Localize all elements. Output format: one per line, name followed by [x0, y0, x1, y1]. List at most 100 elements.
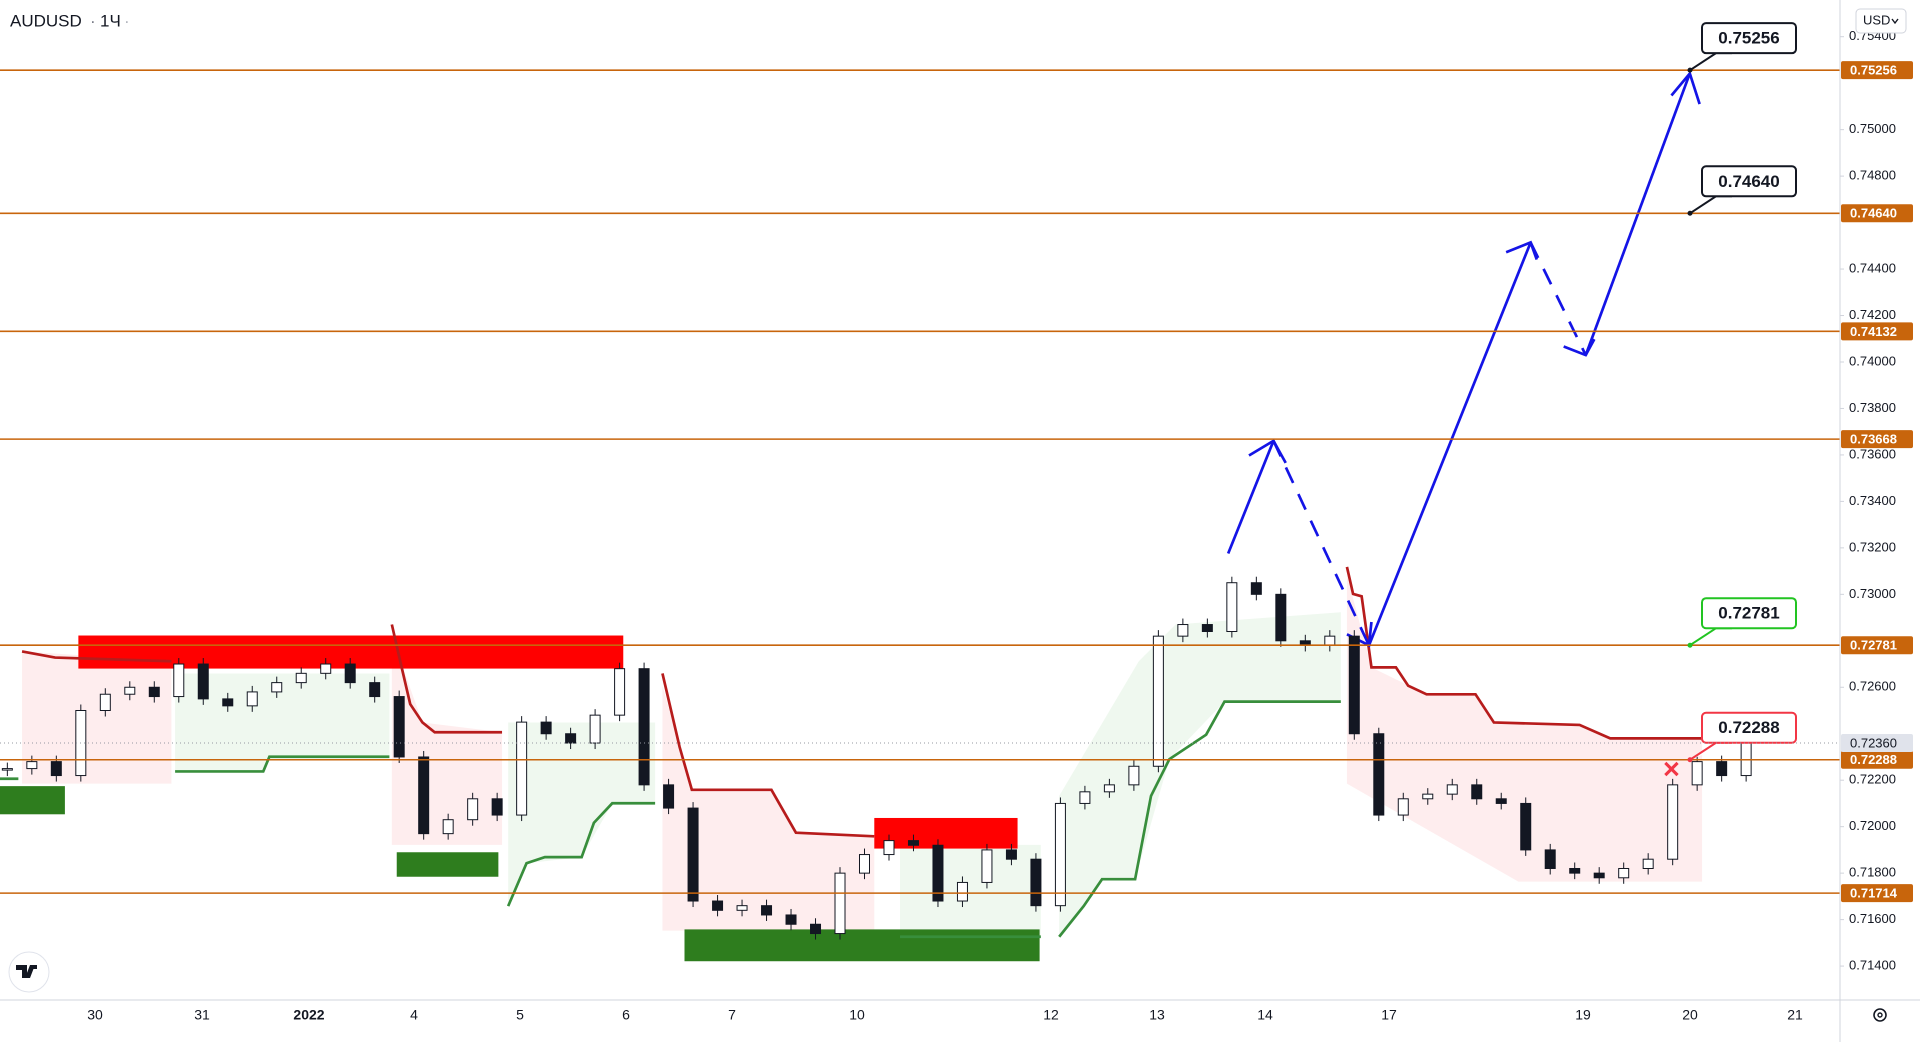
gear[interactable] [1873, 1008, 1887, 1022]
candle-body [565, 733, 577, 744]
settings[interactable] [1873, 1008, 1887, 1022]
candle [638, 662, 650, 791]
candle [1005, 843, 1017, 866]
candle-body [320, 663, 332, 674]
candle-body [907, 840, 919, 846]
candle [761, 899, 773, 921]
supply-zone [78, 635, 624, 669]
demand-zone [0, 786, 65, 815]
trailing-stop-down [21, 566, 1703, 838]
callout-box [1701, 165, 1797, 198]
candle [418, 750, 430, 840]
candle-body [1422, 793, 1434, 800]
candle-body [1103, 784, 1115, 793]
y-tick-label: 0.72600 [1849, 679, 1896, 694]
candle-body [1544, 849, 1556, 869]
x-tick-label: 10 [849, 1007, 865, 1023]
currency-menu[interactable]: USD [1855, 8, 1907, 34]
gear-hub[interactable] [1877, 1012, 1883, 1018]
candle-body [1, 768, 13, 771]
cross-stroke [1664, 761, 1679, 777]
candle [1520, 797, 1532, 856]
candle-body [442, 819, 454, 835]
candle-body [1569, 867, 1581, 874]
candle [540, 716, 552, 740]
candle [1593, 867, 1605, 884]
bull-shade [900, 844, 1041, 937]
stop-line [175, 755, 390, 773]
candle [148, 681, 160, 703]
candle [271, 676, 283, 698]
bull-shade [508, 722, 656, 907]
level-tag [1841, 636, 1913, 655]
candle [736, 899, 748, 917]
candle-body [785, 914, 797, 925]
plot: 0.75256 0.74640 0.72781 0.72288 [0, 22, 1840, 940]
arrow-head [1670, 70, 1701, 105]
candle-body [883, 840, 895, 856]
candle-body [540, 721, 552, 735]
current-price-tag [1841, 734, 1913, 753]
candle-body [1275, 593, 1287, 642]
candle-body [1030, 858, 1042, 907]
y-tick-label: 0.73200 [1849, 539, 1896, 554]
candle-body [687, 807, 699, 902]
candle [1103, 778, 1115, 798]
candle [295, 667, 307, 689]
candle [932, 839, 944, 908]
bull-shade [1059, 612, 1341, 937]
candle [467, 792, 479, 826]
candle-body [1397, 798, 1409, 816]
candle-body [1054, 802, 1066, 907]
symbol: AUDUSD [10, 11, 82, 30]
candle [565, 727, 577, 750]
candle-body [1495, 798, 1507, 804]
y-tick-label: 0.73800 [1849, 400, 1896, 415]
level-label: 0.72781 [1850, 638, 1897, 653]
logo-mark[interactable] [16, 965, 37, 978]
candle-body [1691, 761, 1703, 786]
candle-body [124, 686, 136, 695]
candle [516, 716, 528, 822]
candle [246, 685, 258, 712]
y-tick-label: 0.74400 [1849, 260, 1896, 275]
level-label: 0.72288 [1850, 752, 1897, 767]
currency[interactable]: USD [1863, 12, 1890, 27]
candle [1275, 588, 1287, 647]
candle-body [638, 668, 650, 786]
callout-label: 0.72781 [1718, 604, 1779, 623]
projection-leg [1272, 440, 1371, 646]
x-tick-label: 14 [1257, 1007, 1273, 1023]
x-tick-label: 21 [1787, 1007, 1803, 1023]
candle [173, 658, 185, 703]
candle-body [1667, 784, 1679, 860]
candle [1373, 727, 1385, 822]
candle-body [418, 756, 430, 835]
candle [1, 762, 13, 777]
demand-zone [684, 929, 1040, 962]
candle [810, 918, 822, 940]
candle [1422, 788, 1434, 805]
logo[interactable] [8, 951, 50, 993]
candle [883, 834, 895, 861]
y-tick-label: 0.71600 [1849, 911, 1896, 926]
x-tick-label: 5 [516, 1007, 524, 1023]
candle [442, 813, 454, 840]
candle-body [1618, 867, 1630, 879]
candle [99, 688, 111, 717]
level-tag [1841, 430, 1913, 449]
stop-line [21, 650, 172, 663]
candle [858, 848, 870, 880]
level-tag [1841, 204, 1913, 223]
chevron[interactable] [1891, 18, 1899, 25]
candle-body [810, 923, 822, 935]
candle [222, 692, 234, 712]
candle [1471, 778, 1483, 805]
x-tick-label: 2022 [293, 1007, 324, 1023]
candle-body [1128, 765, 1140, 786]
currency-button[interactable] [1855, 8, 1907, 34]
current-price-label: 0.72360 [1850, 735, 1897, 750]
y-tick-label: 0.73400 [1849, 493, 1896, 508]
level-label: 0.71714 [1850, 886, 1898, 901]
